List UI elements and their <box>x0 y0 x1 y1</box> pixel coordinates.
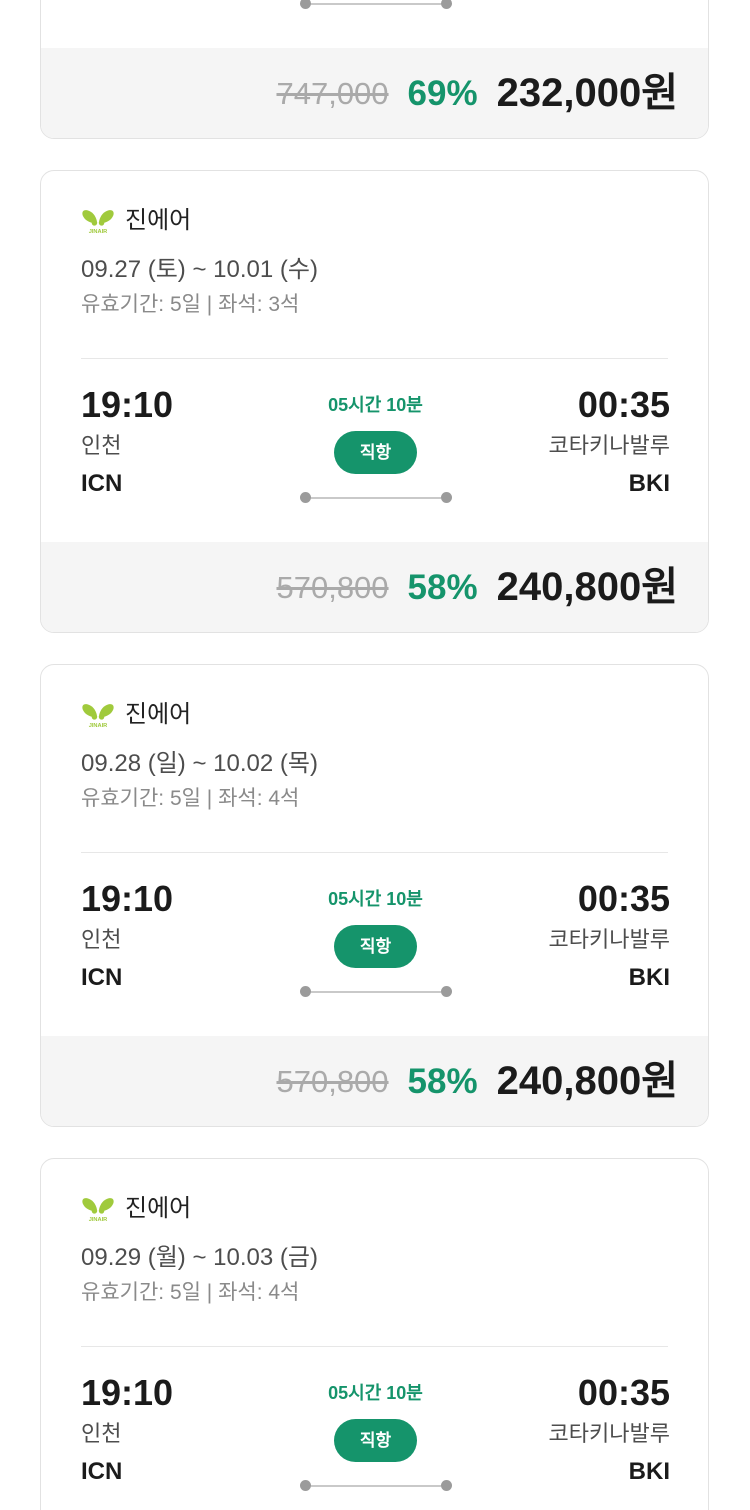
svg-text:JINAIR: JINAIR <box>89 723 108 729</box>
svg-text:JINAIR: JINAIR <box>89 1217 108 1223</box>
svg-text:JINAIR: JINAIR <box>89 229 108 235</box>
